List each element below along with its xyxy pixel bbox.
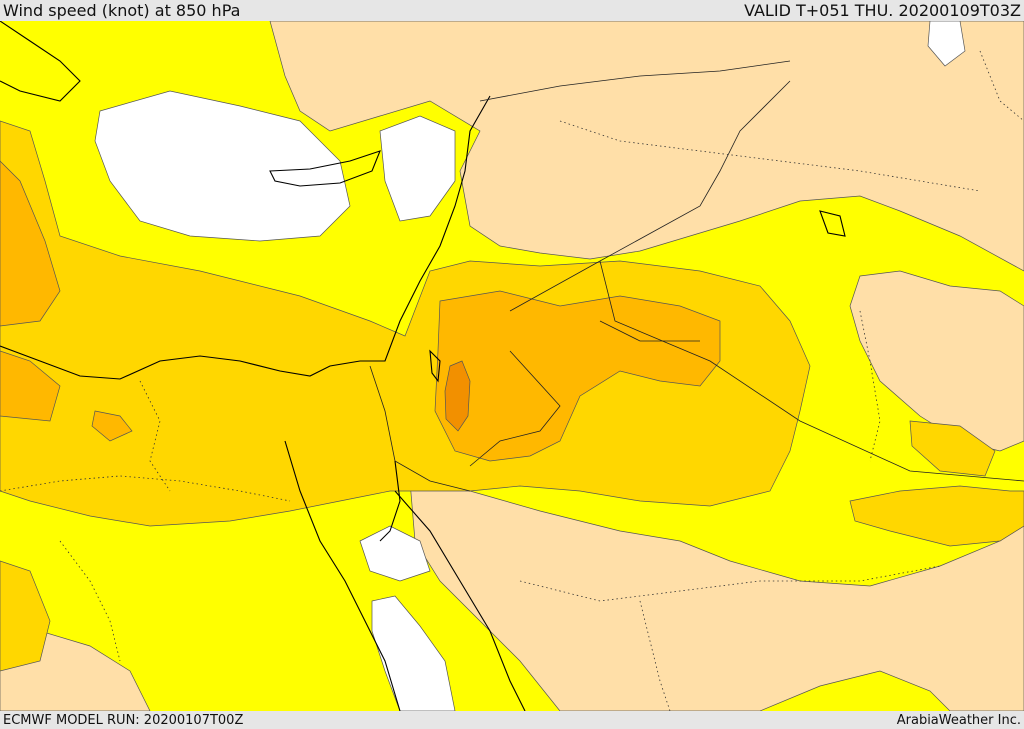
coastlines	[0, 21, 846, 711]
wind-speed-map	[0, 21, 1024, 711]
calm-regions	[94, 21, 966, 711]
valid-time: VALID T+051 THU. 20200109T03Z	[744, 1, 1021, 20]
country-borders	[369, 60, 1024, 492]
header-bar: Wind speed (knot) at 850 hPa VALID T+051…	[0, 0, 1024, 21]
low-wind-regions	[0, 21, 1024, 711]
map-title: Wind speed (knot) at 850 hPa	[3, 1, 241, 20]
admin-boundaries	[0, 50, 1024, 711]
high-wind-regions	[0, 120, 1024, 672]
peak-wind-core	[444, 360, 471, 432]
model-run-label: ECMWF MODEL RUN: 20200107T00Z	[3, 712, 244, 728]
very-high-wind-core	[0, 160, 721, 462]
credit-label: ArabiaWeather Inc.	[896, 712, 1021, 728]
footer-bar: ECMWF MODEL RUN: 20200107T00Z ArabiaWeat…	[0, 711, 1024, 729]
